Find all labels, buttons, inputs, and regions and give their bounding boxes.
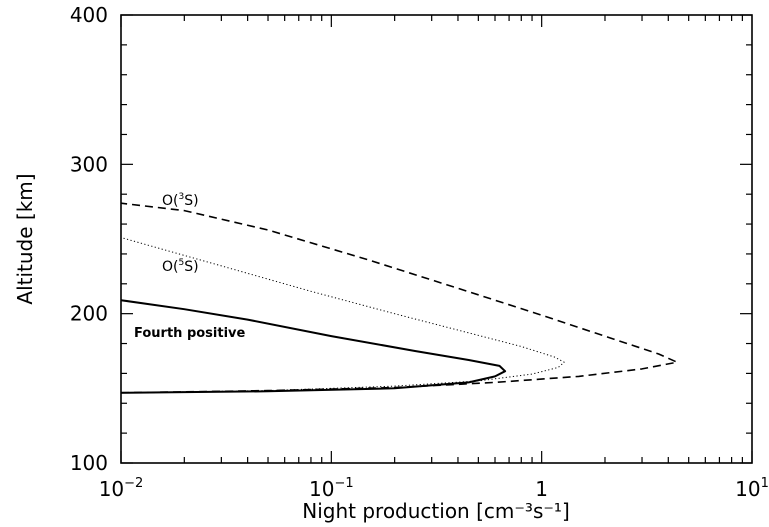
y-tick-label: 200 [70,302,108,326]
y-axis-title: Altitude [km] [13,173,37,304]
x-tick-label: 1 [535,477,548,501]
x-tick-label: 10−1 [309,476,354,501]
x-tick-label: 101 [735,476,769,501]
plot-frame [120,14,753,464]
y-tick-label: 400 [70,3,108,27]
series-label: Fourth positive [134,326,246,341]
axis-ticks [120,14,753,464]
y-tick-label: 300 [70,152,108,176]
x-axis-title: Night production [cm⁻³s⁻¹] [302,499,570,523]
series-label: O(5S) [162,258,199,275]
series-label: O(3S) [162,192,199,209]
y-tick-label: 100 [70,451,108,475]
series-line [120,237,565,394]
series-annotations: O(3S) O(5S) Fourth positive [134,192,246,341]
axis-tick-labels: 10−2 10−1 1 101 100 200 300 400 [70,3,769,501]
series-lines [120,202,678,394]
series-line [120,299,507,394]
x-tick-label: 10−2 [99,476,144,501]
series-line [120,202,678,394]
